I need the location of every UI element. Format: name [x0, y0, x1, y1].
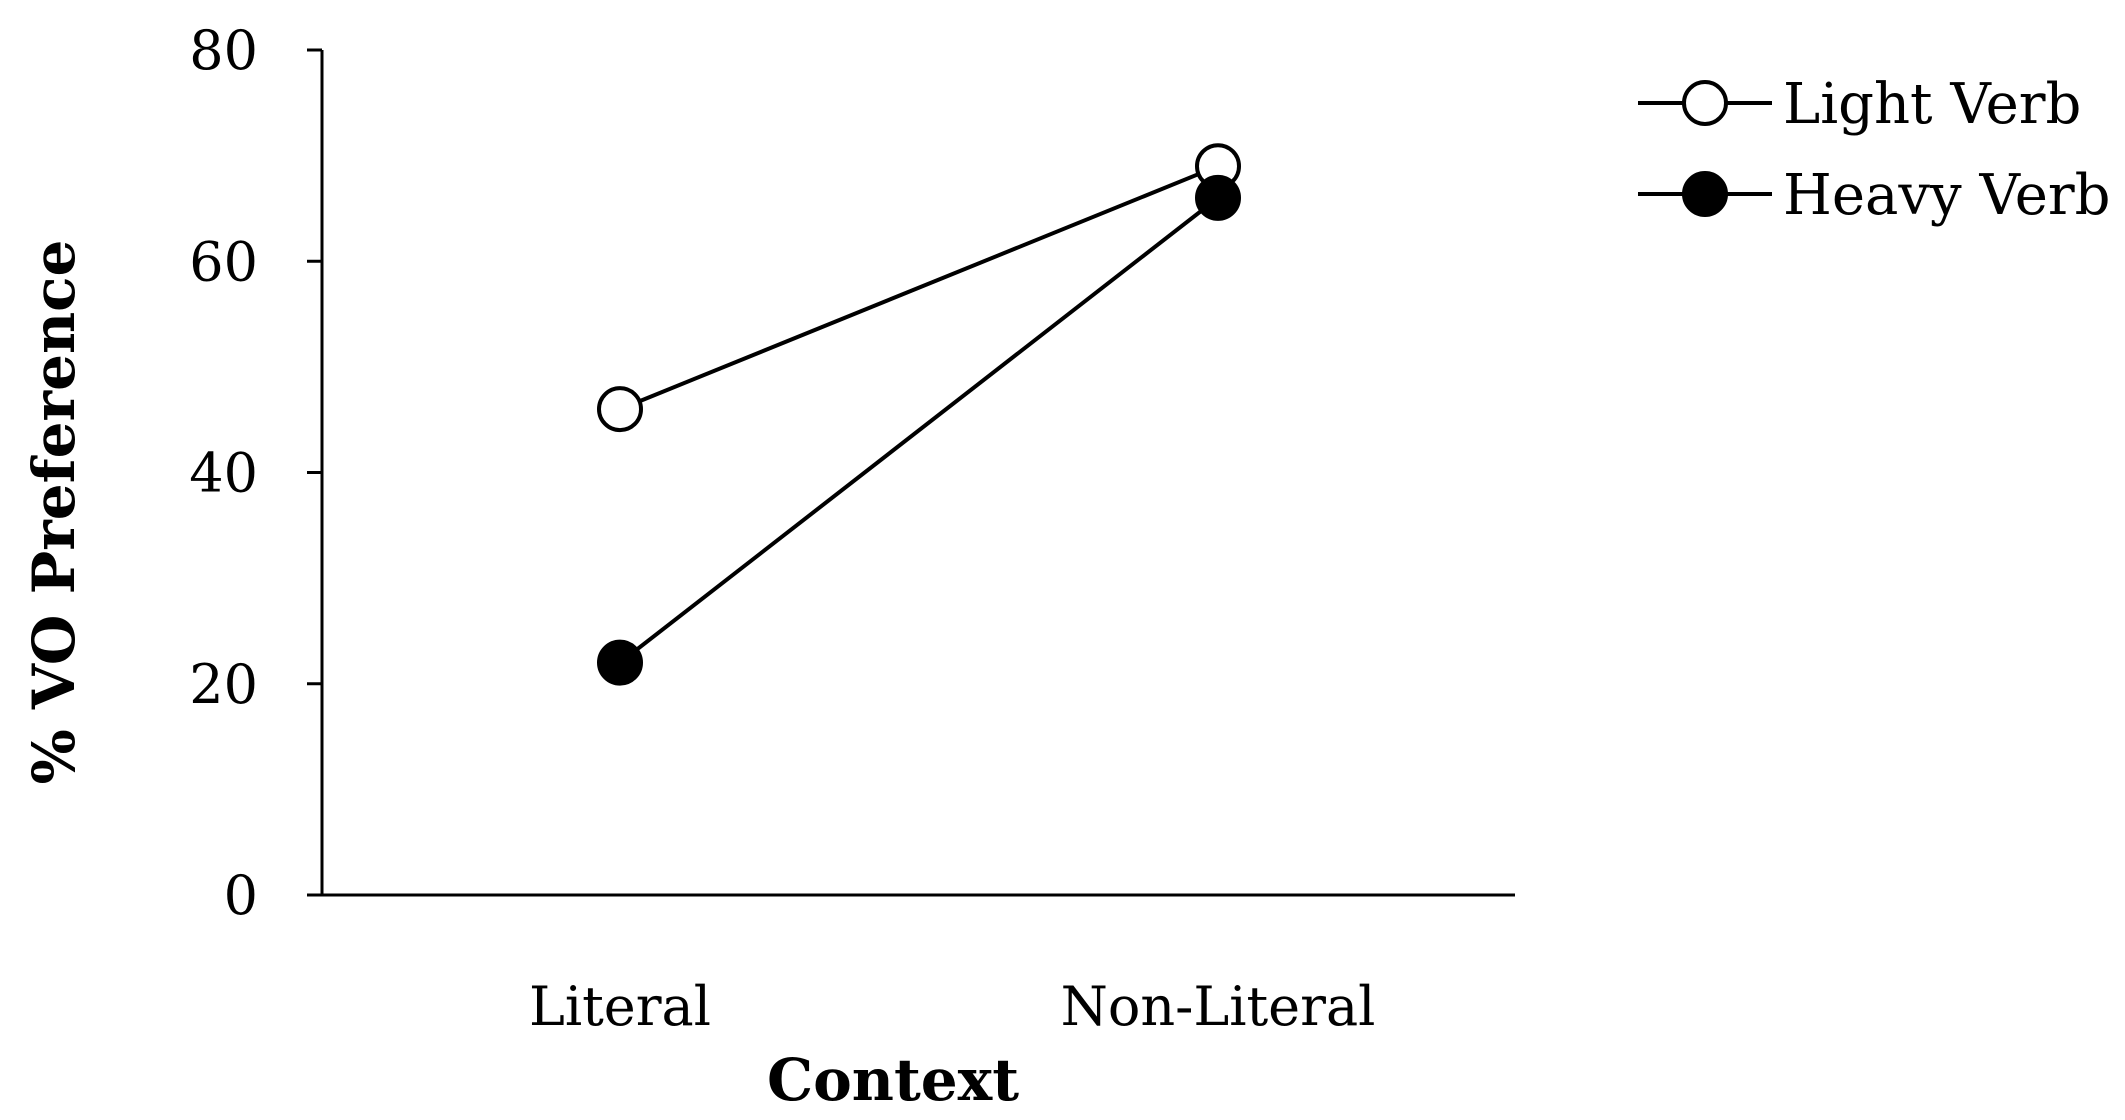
x-tick-label: Literal: [529, 975, 711, 1038]
axes: [320, 50, 1515, 897]
y-axis-ticks: 0 20 40 60 80: [189, 19, 322, 927]
legend-label: Light Verb: [1783, 72, 2081, 137]
data-point-light-verb-literal: [597, 386, 643, 433]
legend: Light Verb Heavy Verb: [1638, 72, 2111, 228]
series-lines: [618, 164, 1220, 665]
series-layer: [597, 143, 1241, 686]
y-axis-title: % VO Preference: [20, 240, 88, 785]
x-axis-ticks: Literal Non-Literal: [529, 975, 1375, 1038]
legend-item-heavy-verb: Heavy Verb: [1638, 163, 2111, 228]
legend-marker: [1682, 171, 1728, 217]
y-tick-label: 0: [224, 864, 258, 927]
y-tick-label: 80: [189, 19, 258, 82]
data-point-heavy-verb-literal: [597, 639, 643, 686]
series-line-light-verb: [619, 164, 1219, 411]
legend-marker: [1682, 80, 1728, 126]
x-axis-title: Context: [767, 1046, 1019, 1114]
x-tick-label: Non-Literal: [1061, 975, 1376, 1038]
legend-label: Heavy Verb: [1783, 163, 2111, 228]
y-tick-label: 20: [189, 653, 258, 716]
data-point-heavy-verb-non-literal: [1195, 174, 1241, 221]
y-tick-label: 60: [189, 230, 258, 293]
series-markers: [597, 143, 1241, 686]
y-tick-label: 40: [189, 442, 258, 505]
series-line-heavy-verb: [618, 196, 1220, 665]
legend-item-light-verb: Light Verb: [1638, 72, 2081, 137]
